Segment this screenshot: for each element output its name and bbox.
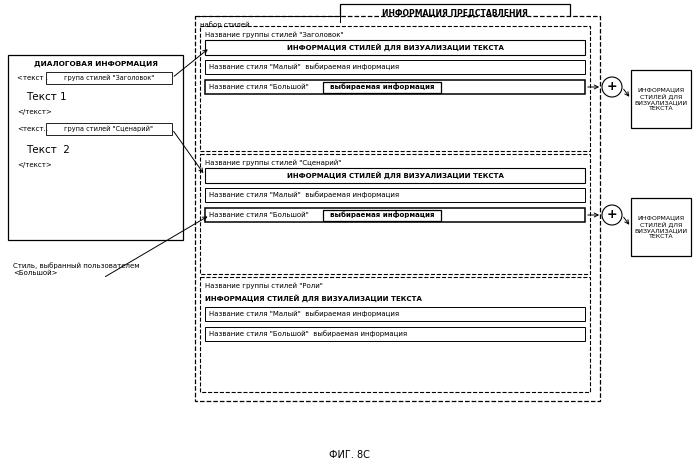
Text: Текст  2: Текст 2 xyxy=(26,145,70,155)
Text: ИНФОРМАЦИЯ ПРЕДСТАВЛЕНИЯ: ИНФОРМАЦИЯ ПРЕДСТАВЛЕНИЯ xyxy=(382,8,528,17)
Text: ИНФОРМАЦИЯ СТИЛЕЙ ДЛЯ ВИЗУАЛИЗАЦИИ ТЕКСТА: ИНФОРМАЦИЯ СТИЛЕЙ ДЛЯ ВИЗУАЛИЗАЦИИ ТЕКСТ… xyxy=(287,172,503,179)
Text: набор стилей: набор стилей xyxy=(200,21,250,28)
Text: ФИГ. 8С: ФИГ. 8С xyxy=(329,450,370,460)
Text: Стиль, выбранный пользователем
<Большой>: Стиль, выбранный пользователем <Большой> xyxy=(13,262,140,276)
Bar xyxy=(631,198,691,256)
Text: Название группы стилей "Сценарий": Название группы стилей "Сценарий" xyxy=(205,160,341,166)
Bar xyxy=(200,26,590,151)
Bar xyxy=(46,123,172,135)
Text: Название стиля "Малый"  выбираемая информация: Название стиля "Малый" выбираемая информ… xyxy=(209,64,399,71)
Text: Название стиля "Большой"  выбираемая информация: Название стиля "Большой" выбираемая инфо… xyxy=(209,331,407,338)
Bar xyxy=(631,70,691,128)
Text: група стилей "Заголовок": група стилей "Заголовок" xyxy=(64,75,154,81)
Bar xyxy=(205,60,585,74)
Bar xyxy=(205,307,585,321)
Text: Текст 1: Текст 1 xyxy=(26,92,66,102)
Text: ДИАЛОГОВАЯ ИНФОРМАЦИЯ: ДИАЛОГОВАЯ ИНФОРМАЦИЯ xyxy=(34,61,157,67)
Bar xyxy=(205,168,585,183)
Bar xyxy=(205,327,585,341)
Bar xyxy=(323,210,441,220)
Text: выбираемая информация: выбираемая информация xyxy=(330,84,434,91)
Text: Название стиля "Большой": Название стиля "Большой" xyxy=(209,212,313,218)
Text: Название стиля "Большой": Название стиля "Большой" xyxy=(209,84,313,90)
Bar xyxy=(46,72,172,84)
Text: выбираемая информация: выбираемая информация xyxy=(330,212,434,219)
Text: ИНФОРМАЦИЯ СТИЛЕЙ ДЛЯ ВИЗУАЛИЗАЦИИ ТЕКСТА: ИНФОРМАЦИЯ СТИЛЕЙ ДЛЯ ВИЗУАЛИЗАЦИИ ТЕКСТ… xyxy=(205,294,422,302)
Text: <текст..: <текст.. xyxy=(17,126,48,132)
Bar xyxy=(195,16,600,401)
Text: Название стиля "Малый"  выбираемая информация: Название стиля "Малый" выбираемая информ… xyxy=(209,311,399,318)
Text: група стилей "Сценарий": група стилей "Сценарий" xyxy=(64,126,154,132)
Bar xyxy=(205,188,585,202)
Text: Название группы стилей "Роли": Название группы стилей "Роли" xyxy=(205,283,323,289)
Bar xyxy=(200,277,590,392)
Text: ИНФОРМАЦИЯ
СТИЛЕЙ ДЛЯ
ВИЗУАЛИЗАЦИИ
ТЕКСТА: ИНФОРМАЦИЯ СТИЛЕЙ ДЛЯ ВИЗУАЛИЗАЦИИ ТЕКСТ… xyxy=(635,215,688,239)
Text: ИНФОРМАЦИЯ
СТИЛЕЙ ДЛЯ
ВИЗУАЛИЗАЦИИ
ТЕКСТА: ИНФОРМАЦИЯ СТИЛЕЙ ДЛЯ ВИЗУАЛИЗАЦИИ ТЕКСТ… xyxy=(635,87,688,111)
Text: <текст .: <текст . xyxy=(17,75,48,81)
Text: +: + xyxy=(607,80,617,93)
Text: +: + xyxy=(607,208,617,221)
Bar xyxy=(205,40,585,55)
Text: Название стиля "Малый"  выбираемая информация: Название стиля "Малый" выбираемая информ… xyxy=(209,191,399,198)
Bar xyxy=(340,4,570,22)
Bar xyxy=(200,154,590,274)
Bar xyxy=(8,55,183,240)
Text: </текст>: </текст> xyxy=(17,109,52,115)
Text: ИНФОРМАЦИЯ СТИЛЕЙ ДЛЯ ВИЗУАЛИЗАЦИИ ТЕКСТА: ИНФОРМАЦИЯ СТИЛЕЙ ДЛЯ ВИЗУАЛИЗАЦИИ ТЕКСТ… xyxy=(287,43,503,51)
Text: </текст>: </текст> xyxy=(17,162,52,168)
Bar xyxy=(323,82,441,92)
Text: Название группы стилей "Заголовок": Название группы стилей "Заголовок" xyxy=(205,32,344,38)
Bar xyxy=(205,80,585,94)
Bar xyxy=(205,208,585,222)
